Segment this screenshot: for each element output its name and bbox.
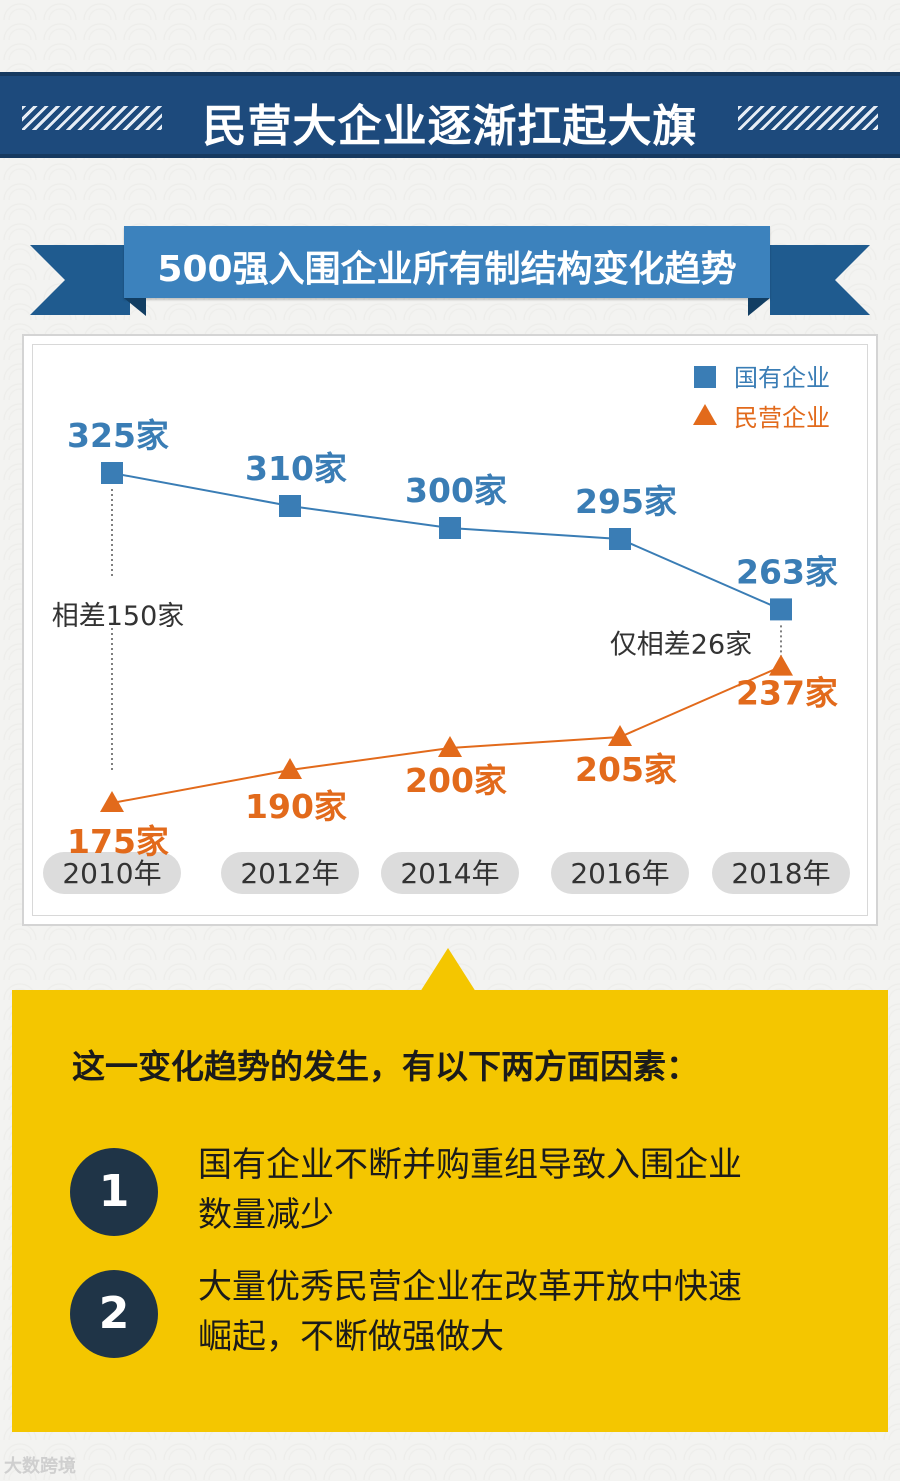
factor-text: 大量优秀民营企业在改革开放中快速 崛起，不断做强做大 bbox=[198, 1262, 818, 1362]
x-tick-label: 2016年 bbox=[570, 857, 669, 890]
x-tick-label: 2014年 bbox=[400, 857, 499, 890]
data-point-triangle bbox=[100, 791, 124, 812]
data-label: 295家 bbox=[575, 482, 677, 521]
stripe-decoration-right bbox=[738, 106, 878, 130]
factor-text: 国有企业不断并购重组导致入围企业 数量减少 bbox=[198, 1140, 818, 1240]
factor-text-line: 大量优秀民营企业在改革开放中快速 bbox=[198, 1267, 742, 1307]
factor-number-badge: 2 bbox=[70, 1270, 158, 1358]
watermark-logo: 大数跨境 bbox=[4, 1456, 76, 1477]
stripe-decoration-left bbox=[22, 106, 162, 130]
category-pill bbox=[381, 852, 519, 894]
factor-text-line: 崛起，不断做强做大 bbox=[198, 1317, 504, 1357]
ribbon-fold-right bbox=[748, 298, 770, 316]
data-label: 200家 bbox=[405, 761, 507, 800]
data-label: 300家 bbox=[405, 471, 507, 510]
data-point-triangle bbox=[608, 725, 632, 746]
data-label: 175家 bbox=[67, 822, 169, 861]
category-pill bbox=[43, 852, 181, 894]
legend-entry: 民营企业 bbox=[734, 404, 830, 432]
summary-intro: 这一变化趋势的发生，有以下两方面因素： bbox=[72, 1047, 699, 1086]
annotation-label: 相差150家 bbox=[52, 601, 185, 632]
data-label: 205家 bbox=[575, 750, 677, 789]
factor-number-badge: 1 bbox=[70, 1148, 158, 1236]
data-point-triangle bbox=[769, 654, 793, 676]
chart-panel: 2010年 2012年 2014年 2016年 2018年 325家 310家 300家 295… bbox=[22, 334, 878, 926]
factor-text-line: 数量减少 bbox=[198, 1195, 334, 1235]
category-pill bbox=[551, 852, 689, 894]
legend-marker-triangle bbox=[693, 404, 717, 425]
summary-box: 这一变化趋势的发生，有以下两方面因素： 1 国有企业不断并购重组导致入围企业 数… bbox=[12, 990, 888, 1432]
data-point-square bbox=[101, 462, 123, 484]
line-chart: 2010年 2012年 2014年 2016年 2018年 325家 310家 300家 295… bbox=[43, 364, 850, 894]
data-point-triangle bbox=[438, 736, 462, 757]
category-pill bbox=[712, 852, 850, 894]
category-pill bbox=[221, 852, 359, 894]
x-tick-label: 2010年 bbox=[62, 857, 161, 890]
data-point-square bbox=[279, 495, 301, 517]
data-point-square bbox=[439, 517, 461, 539]
legend-marker-square bbox=[694, 366, 716, 388]
factor-text-line: 国有企业不断并购重组导致入围企业 bbox=[198, 1145, 742, 1185]
annotation-label: 仅相差26家 bbox=[610, 629, 752, 660]
chart-title: 500强入围企业所有制结构变化趋势 bbox=[157, 249, 737, 290]
data-point-square bbox=[609, 528, 631, 550]
ribbon-fold-left bbox=[124, 298, 146, 316]
data-label: 310家 bbox=[245, 449, 347, 488]
page-title: 民营大企业逐渐扛起大旗 bbox=[202, 101, 698, 152]
data-label: 190家 bbox=[245, 787, 347, 826]
x-tick-label: 2018年 bbox=[731, 857, 830, 890]
x-tick-label: 2012年 bbox=[240, 857, 339, 890]
data-point-triangle bbox=[278, 758, 302, 779]
chart-title-ribbon: 500强入围企业所有制结构变化趋势 bbox=[124, 226, 770, 298]
data-label: 237家 bbox=[736, 674, 838, 713]
data-point-square bbox=[770, 598, 792, 621]
data-label: 263家 bbox=[736, 552, 838, 591]
legend-entry: 国有企业 bbox=[734, 364, 830, 392]
header-banner: 民营大企业逐渐扛起大旗 bbox=[0, 72, 900, 158]
chart-panel-inner bbox=[32, 344, 868, 916]
data-label: 325家 bbox=[67, 416, 169, 455]
